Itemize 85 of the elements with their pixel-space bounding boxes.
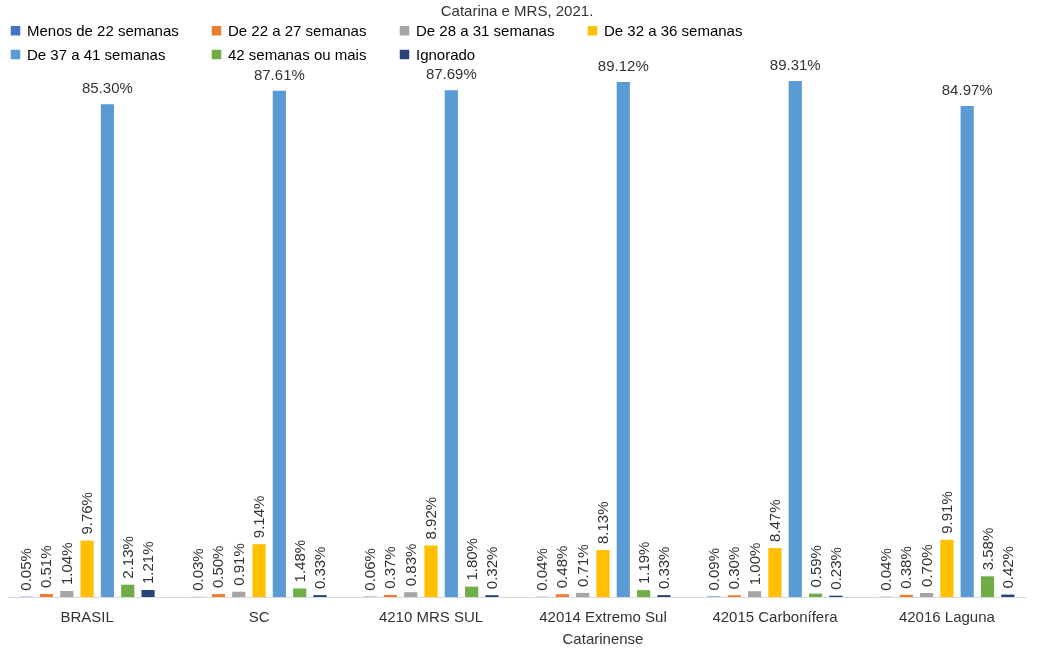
x-tick-label: 42016 Laguna	[898, 607, 996, 625]
data-label: 0.30%	[725, 546, 743, 590]
bar	[404, 592, 418, 597]
chart-title: Catarina e MRS, 2021.	[440, 2, 594, 19]
legend-label: De 32 a 36 semanas	[604, 21, 743, 39]
data-label: 0.32%	[482, 546, 500, 590]
bar	[121, 584, 135, 597]
x-tick-label: 4210 MRS SUL	[378, 607, 484, 625]
data-label: 1.48%	[290, 539, 308, 583]
data-label: 9.76%	[78, 492, 96, 535]
bar	[252, 544, 266, 597]
bar	[960, 106, 974, 597]
bar	[980, 576, 995, 597]
legend-label: De 22 a 27 semanas	[228, 21, 367, 39]
bar	[272, 90, 286, 597]
data-label: 0.91%	[229, 543, 247, 586]
bar	[444, 90, 458, 597]
data-label: 0.33%	[654, 546, 672, 590]
x-tick-label: 42015 Carbonífera	[712, 607, 839, 625]
data-label: 2.13%	[118, 536, 136, 579]
data-label: 0.59%	[806, 545, 824, 588]
data-label: 0.70%	[917, 544, 935, 587]
data-label: 8.47%	[765, 499, 783, 543]
x-tick-label: BRASIL	[60, 607, 114, 625]
data-label: 0.04%	[876, 548, 894, 591]
data-label: 87.69%	[425, 65, 477, 83]
data-label: 8.92%	[422, 496, 440, 540]
data-label: 89.12%	[597, 57, 649, 75]
bar	[232, 591, 246, 597]
bar	[596, 550, 610, 597]
data-label: 0.38%	[897, 546, 915, 589]
data-label: 0.51%	[37, 545, 55, 589]
data-label: 1.00%	[745, 542, 763, 586]
x-tick-label: 42014 Extremo Sul Catarinense	[539, 607, 667, 647]
data-label: 0.09%	[705, 547, 722, 591]
data-label: 0.06%	[361, 548, 379, 591]
data-label: 0.05%	[17, 548, 35, 591]
data-label: 1.80%	[462, 538, 480, 581]
data-label: 8.13%	[593, 501, 611, 545]
data-label: 0.42%	[998, 546, 1016, 589]
data-label: 1.19%	[634, 541, 652, 585]
x-tick-label: SC	[248, 607, 270, 625]
data-label: 1.04%	[57, 542, 75, 585]
data-label: 85.30%	[81, 79, 133, 97]
bar	[141, 590, 155, 597]
data-label: 1.21%	[139, 541, 157, 585]
bar	[39, 594, 54, 597]
data-label: 0.23%	[826, 547, 844, 590]
data-label: 3.58%	[978, 527, 996, 571]
legend-label: Menos de 22 semanas	[27, 21, 179, 39]
bar	[899, 594, 913, 597]
data-label: 9.91%	[937, 491, 955, 534]
bar	[788, 81, 802, 597]
legend-label: De 28 a 31 semanas	[416, 21, 555, 39]
legend-label: 42 semanas ou mais	[228, 45, 367, 63]
data-label: 0.83%	[401, 543, 419, 587]
data-label: 0.50%	[209, 545, 227, 589]
legend-label: De 37 a 41 semanas	[27, 45, 166, 63]
bar	[748, 591, 762, 597]
bar	[616, 82, 630, 597]
bar	[293, 588, 307, 597]
data-label: 89.31%	[769, 56, 821, 73]
bar	[465, 586, 479, 597]
bar	[768, 548, 782, 597]
bar	[60, 590, 74, 597]
data-label: 84.97%	[941, 81, 993, 99]
bar	[576, 592, 590, 597]
data-label: 0.37%	[381, 546, 399, 589]
data-label: 9.14%	[250, 495, 268, 539]
bar	[919, 592, 934, 597]
bar	[211, 594, 226, 597]
data-label: 0.71%	[573, 544, 591, 587]
bar	[940, 539, 954, 597]
bar	[637, 590, 651, 597]
bar	[424, 545, 438, 597]
data-label: 0.48%	[553, 545, 571, 589]
legend-label: Ignorado	[416, 45, 476, 63]
bar	[555, 594, 569, 597]
bar	[383, 594, 397, 597]
data-label: 0.04%	[533, 548, 551, 591]
bar	[100, 104, 115, 597]
data-label: 87.61%	[253, 65, 305, 83]
bar	[80, 540, 94, 597]
data-label: 0.33%	[311, 546, 328, 590]
data-label: 0.03%	[189, 548, 207, 591]
